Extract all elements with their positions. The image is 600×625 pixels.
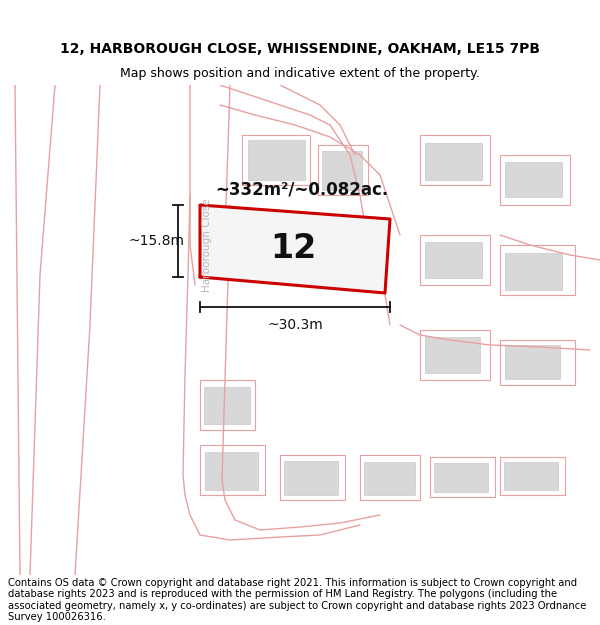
- Bar: [434, 463, 488, 492]
- Bar: [284, 461, 338, 495]
- Text: ~15.8m: ~15.8m: [128, 234, 184, 248]
- Bar: [205, 452, 258, 490]
- Bar: [504, 462, 558, 490]
- Text: Harborough Close: Harborough Close: [202, 198, 212, 292]
- Text: Map shows position and indicative extent of the property.: Map shows position and indicative extent…: [120, 68, 480, 81]
- Bar: [505, 162, 562, 197]
- Bar: [505, 345, 560, 379]
- Text: 12: 12: [271, 232, 317, 265]
- Bar: [425, 242, 482, 278]
- Bar: [248, 140, 305, 180]
- Bar: [225, 220, 355, 270]
- Text: Contains OS data © Crown copyright and database right 2021. This information is : Contains OS data © Crown copyright and d…: [8, 578, 586, 622]
- Bar: [505, 253, 562, 290]
- Text: 12, HARBOROUGH CLOSE, WHISSENDINE, OAKHAM, LE15 7PB: 12, HARBOROUGH CLOSE, WHISSENDINE, OAKHA…: [60, 42, 540, 56]
- Text: ~30.3m: ~30.3m: [267, 318, 323, 332]
- Text: ~332m²/~0.082ac.: ~332m²/~0.082ac.: [215, 181, 388, 199]
- Bar: [425, 143, 482, 180]
- Bar: [322, 151, 362, 190]
- Bar: [364, 462, 415, 495]
- Bar: [425, 337, 480, 373]
- Bar: [204, 387, 250, 424]
- Polygon shape: [200, 205, 390, 293]
